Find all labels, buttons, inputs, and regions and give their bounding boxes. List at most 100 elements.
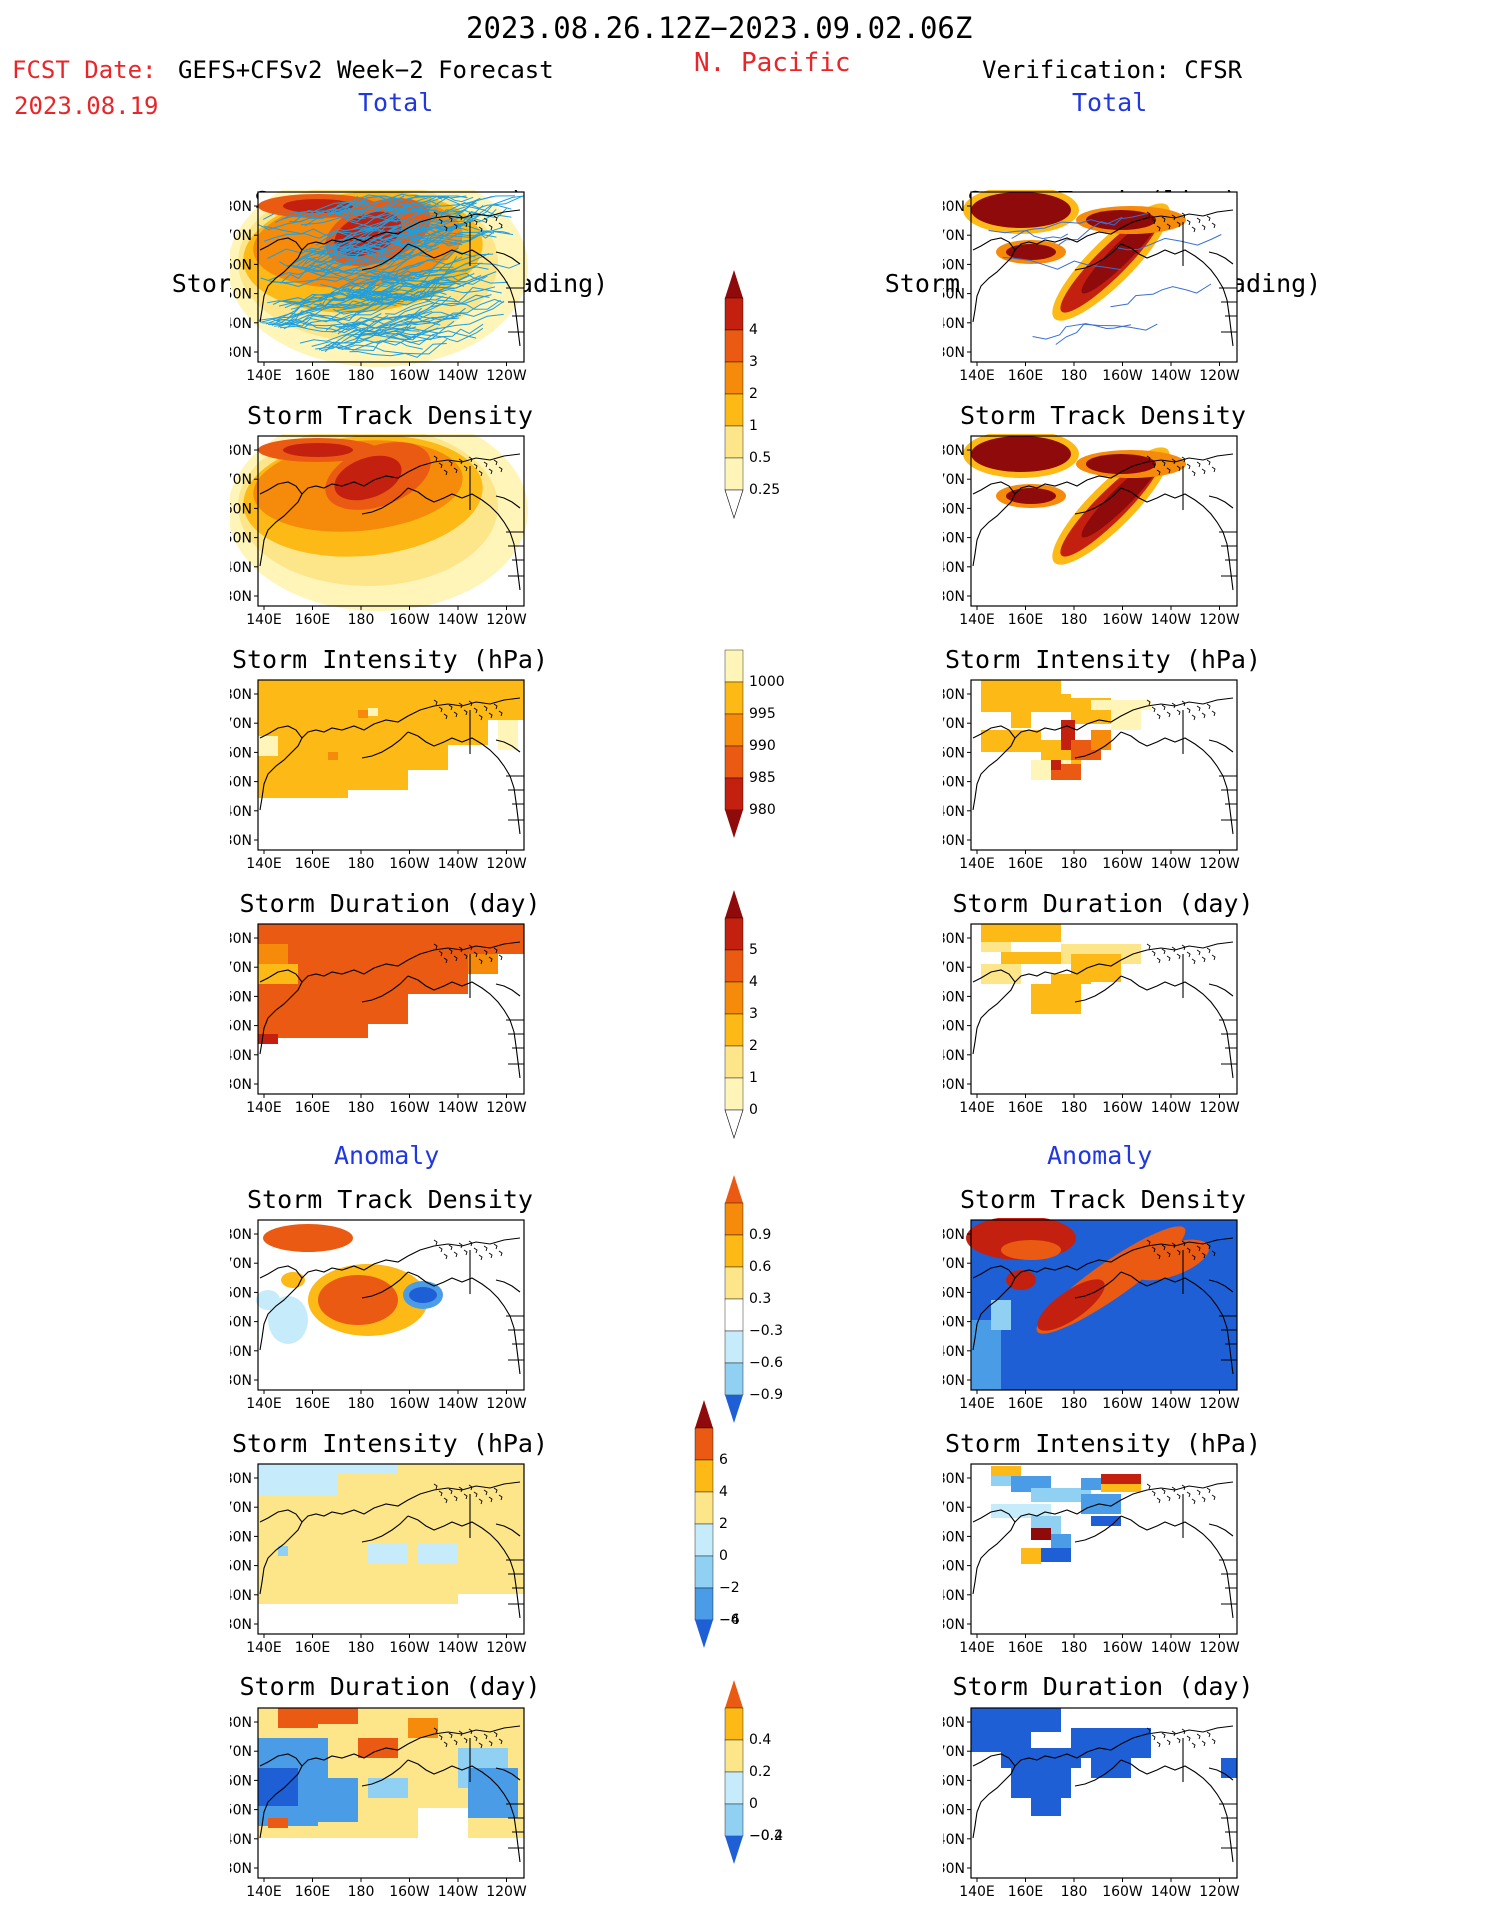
arctic-island <box>1186 1247 1191 1254</box>
forecast-total-intensity-map: 80N 70N 60N 50N 40N 30N 140E 160E 180 160W 140W 120… <box>230 679 527 872</box>
arctic-island <box>1166 1251 1171 1258</box>
arctic-island <box>483 461 488 468</box>
arctic-island <box>1211 222 1216 229</box>
lon-label: 140W <box>1151 856 1192 872</box>
arctic-island <box>488 1252 493 1259</box>
colorbar-segment <box>724 1202 744 1236</box>
fcst-date-label: FCST Date: <box>12 56 157 84</box>
shaded-region <box>1006 244 1056 260</box>
lon-label: 180 <box>348 1884 375 1900</box>
arctic-island <box>1176 1249 1181 1256</box>
colorbar-label: 0.9 <box>749 1227 771 1243</box>
arctic-island <box>478 958 483 965</box>
lat-label: 50N <box>230 1559 252 1575</box>
arctic-island <box>493 703 498 710</box>
lon-label: 140W <box>438 1396 479 1412</box>
lat-label: 60N <box>230 501 252 517</box>
lon-label: 120W <box>486 612 527 628</box>
coastline <box>1074 243 1122 271</box>
lat-label: 30N <box>943 1861 965 1877</box>
storm-track-line <box>300 195 419 226</box>
arctic-island <box>453 467 458 474</box>
arctic-island <box>488 1740 493 1747</box>
shaded-cell <box>971 1320 1001 1390</box>
coastline <box>1074 487 1122 515</box>
shaded-cell <box>268 1818 288 1828</box>
storm-track-line <box>406 263 519 278</box>
arctic-island <box>473 1247 478 1254</box>
coastline <box>361 1271 409 1299</box>
arctic-island <box>1151 462 1156 469</box>
fcst-model: GEFS+CFSv2 Week−2 Forecast <box>178 56 554 84</box>
shaded-cell <box>981 964 1021 984</box>
colorbar-segment <box>724 297 744 331</box>
lat-label: 80N <box>230 687 252 703</box>
arctic-island <box>493 1731 498 1738</box>
forecast-total-density-map: 80N 70N 60N 50N 40N 30N 140E 160E 180 160W 140W 120… <box>230 434 528 628</box>
storm-track-line <box>343 295 451 336</box>
storm-track-line <box>396 286 502 318</box>
arctic-island <box>468 212 473 219</box>
arctic-island <box>1206 1243 1211 1250</box>
coastline <box>1208 1523 1234 1537</box>
lon-label: 140W <box>438 1100 479 1116</box>
coastline <box>1014 697 1234 739</box>
lat-label: 40N <box>943 1832 965 1848</box>
storm-track-line <box>352 200 439 230</box>
arctic-island <box>1171 458 1176 465</box>
lon-label: 140W <box>1151 1396 1192 1412</box>
coastline <box>972 1753 1016 1839</box>
lat-label: 50N <box>230 287 252 303</box>
lat-label: 50N <box>943 1019 965 1035</box>
plot-area <box>963 434 1238 607</box>
storm-track-line <box>389 313 504 340</box>
colorbar-label: −0.9 <box>749 1387 783 1403</box>
arctic-island <box>1186 463 1191 470</box>
lat-label: 30N <box>943 1077 965 1093</box>
arctic-island <box>1201 1252 1206 1259</box>
verification-total-track-map: 80N 70N 60N 50N 40N 30N 140E 160E 180 160W 140W 120… <box>943 190 1240 384</box>
lat-label: 30N <box>943 833 965 849</box>
arctic-island <box>448 1488 453 1495</box>
storm-track-line <box>365 272 475 302</box>
arctic-island <box>1151 950 1156 957</box>
plot-frame <box>257 1463 525 1635</box>
arctic-island <box>1161 704 1166 711</box>
lon-label: 160E <box>1008 856 1044 872</box>
arctic-island <box>468 700 473 707</box>
arctic-island <box>483 1489 488 1496</box>
lon-label: 140E <box>959 1640 995 1656</box>
arctic-island <box>463 221 468 228</box>
lat-label: 80N <box>943 443 965 459</box>
coastline <box>506 1315 524 1361</box>
shaded-region <box>1006 1270 1036 1290</box>
arctic-island <box>1191 470 1196 477</box>
coastline <box>301 1481 521 1523</box>
arctic-island <box>433 1239 438 1246</box>
arctic-island <box>468 1240 473 1247</box>
storm-track-line <box>404 299 501 322</box>
storm-track-line <box>288 302 397 325</box>
lon-label: 160E <box>1008 1100 1044 1116</box>
arctic-island <box>1171 214 1176 221</box>
lon-label: 140E <box>959 856 995 872</box>
shaded-cell <box>298 1778 358 1808</box>
lon-label: 160W <box>1102 368 1143 384</box>
arctic-island <box>1191 714 1196 721</box>
storm-track-line <box>325 273 447 309</box>
arctic-island <box>1146 1727 1151 1734</box>
arctic-island <box>448 1244 453 1251</box>
storm-track-line <box>305 246 412 265</box>
verification-anomaly-duration-map: 80N 70N 60N 50N 40N 30N 140E 160E 180 160W 140W 120… <box>943 1707 1240 1900</box>
plot-frame <box>257 191 525 363</box>
arctic-island <box>1211 466 1216 473</box>
colorbar-end <box>695 1620 713 1648</box>
period-title: 2023.08.26.12Z−2023.09.02.06Z <box>466 11 973 45</box>
colorbar-label: 2 <box>749 1038 758 1054</box>
lat-label: 40N <box>230 1588 252 1604</box>
storm-track-line <box>377 233 497 247</box>
colorbar-end <box>725 1395 743 1423</box>
shaded-region <box>409 1287 437 1303</box>
arctic-island <box>473 1491 478 1498</box>
storm-track-line <box>1002 257 1121 271</box>
